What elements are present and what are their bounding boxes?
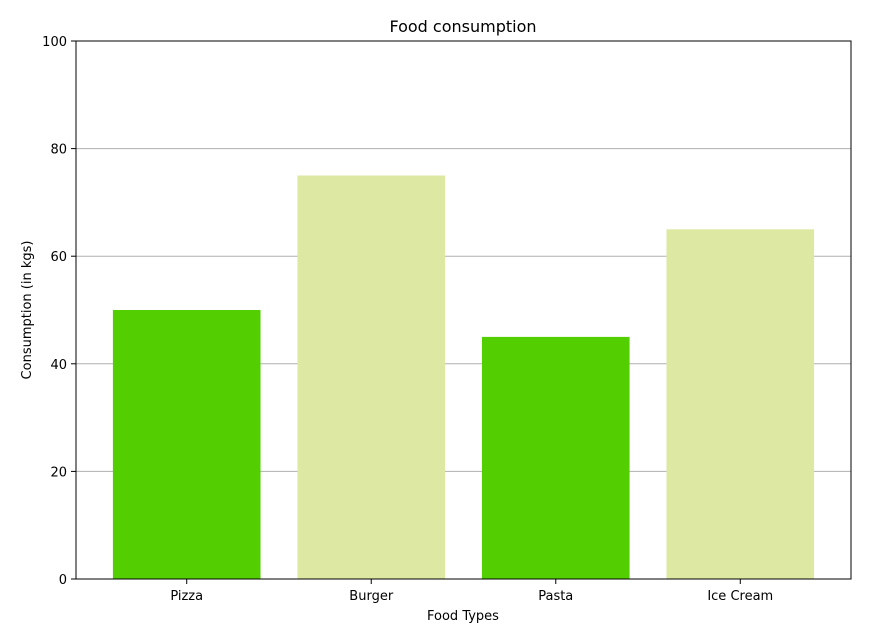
y-tick-label: 20 bbox=[50, 465, 67, 480]
bars bbox=[112, 175, 815, 580]
bar-pizza bbox=[112, 310, 261, 579]
x-axis-ticks: Pizza Burger Pasta Ice Cream bbox=[170, 579, 773, 604]
bar-burger bbox=[297, 175, 446, 579]
bar-ice-cream bbox=[666, 229, 815, 580]
y-tick-label: 80 bbox=[50, 143, 67, 158]
y-tick-label: 60 bbox=[50, 250, 67, 265]
y-tick-label: 0 bbox=[59, 573, 67, 588]
x-tick-label: Pizza bbox=[170, 589, 203, 604]
x-tick-label: Ice Cream bbox=[707, 589, 773, 604]
chart-title: Food consumption bbox=[389, 17, 536, 36]
y-axis-label: Consumption (in kgs) bbox=[20, 241, 35, 380]
x-tick-label: Burger bbox=[349, 589, 394, 604]
x-axis-label: Food Types bbox=[427, 609, 499, 624]
y-tick-label: 40 bbox=[50, 358, 67, 373]
x-tick-label: Pasta bbox=[538, 589, 573, 604]
bar-pasta bbox=[481, 336, 630, 579]
plot-frame bbox=[75, 40, 852, 580]
y-axis-ticks: 0 20 40 60 80 100 bbox=[42, 35, 76, 588]
y-tick-label: 100 bbox=[42, 35, 67, 50]
